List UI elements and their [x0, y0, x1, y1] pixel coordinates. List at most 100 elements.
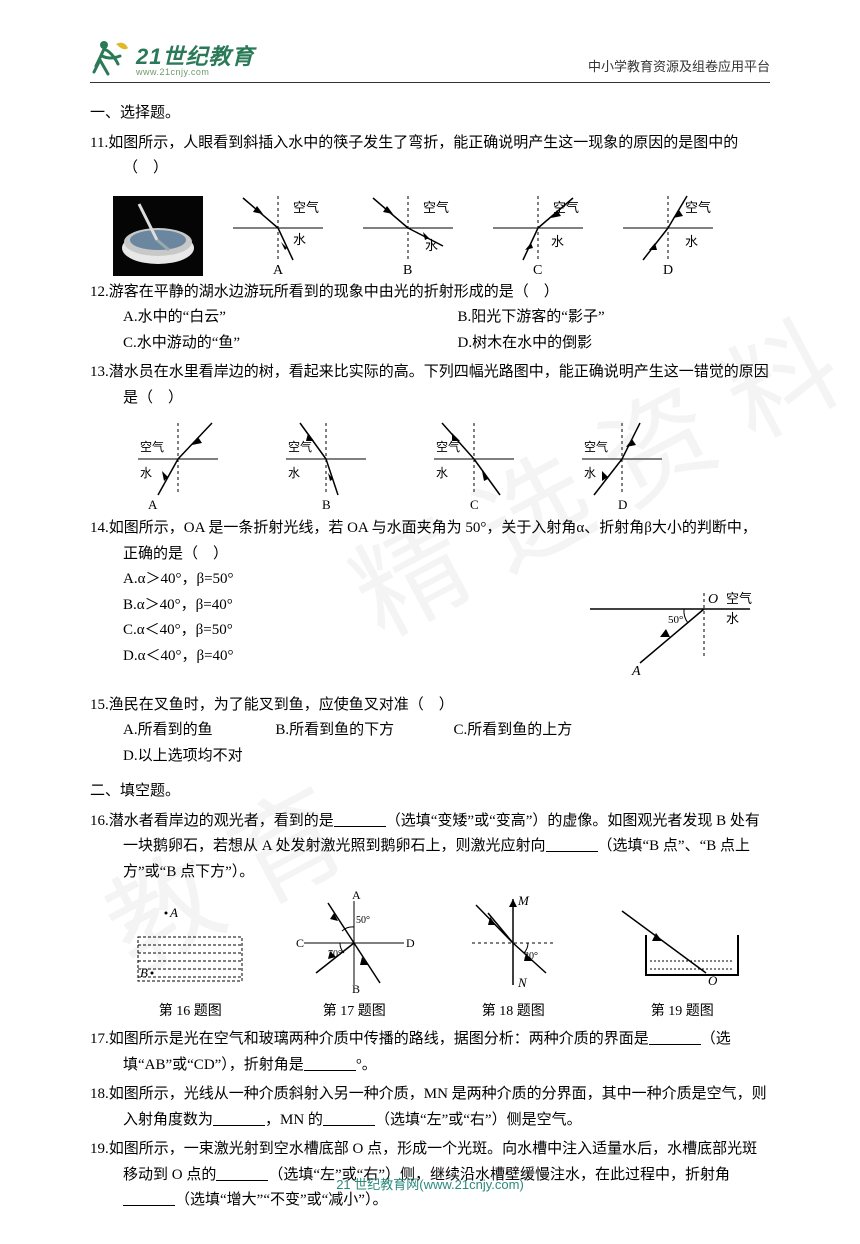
q13-opt-d: 空气 水 D: [572, 417, 672, 512]
svg-text:C: C: [470, 497, 479, 512]
q15: 15.渔民在叉鱼时，为了能叉到鱼，应使鱼叉对准（ ） A.所看到的鱼 B.所看到…: [90, 693, 770, 770]
svg-text:C: C: [533, 263, 542, 278]
q12-d: D.树木在水中的倒影: [458, 331, 769, 357]
svg-text:O: O: [708, 973, 718, 988]
header-tagline: 中小学教育资源及组卷应用平台: [588, 56, 770, 78]
svg-text:B: B: [322, 497, 331, 512]
logo-title: 21世纪教育: [136, 46, 254, 68]
svg-text:A: A: [631, 664, 641, 679]
q14-d: D.α＜40°，β=40°: [123, 644, 580, 670]
svg-text:O: O: [708, 592, 718, 607]
figcap-17: 第 17 题图: [294, 1000, 414, 1024]
q12: 12.游客在平静的湖水边游玩所看到的现象中由光的折射形成的是（ ） A.水中的“…: [90, 280, 770, 357]
svg-text:水: 水: [425, 238, 438, 253]
svg-text:水: 水: [293, 232, 306, 247]
svg-text:70°: 70°: [328, 949, 342, 960]
q15-b: B.所看到鱼的下方: [275, 718, 443, 744]
q14-c: C.α＜40°，β=50°: [123, 618, 580, 644]
svg-text:空气: 空气: [436, 439, 460, 454]
q14-stem: 14.如图所示，OA 是一条折射光线，若 OA 与水面夹角为 50°，关于入射角…: [90, 516, 770, 567]
svg-text:水: 水: [551, 234, 564, 249]
q11-stem: 11.如图所示，人眼看到斜插入水中的筷子发生了弯折，能正确说明产生这一现象的原因…: [90, 131, 770, 182]
svg-text:水: 水: [288, 466, 300, 480]
svg-text:M: M: [517, 893, 530, 908]
section-2-title: 二、填空题。: [90, 779, 770, 805]
fig19: O 第 19 题图: [612, 895, 752, 1023]
q15-d: D.以上选项均不对: [123, 744, 278, 770]
svg-text:空气: 空气: [584, 439, 608, 454]
figcap-16: 第 16 题图: [130, 1000, 250, 1024]
q17-stem: 17.如图所示是光在空气和玻璃两种介质中传播的路线，据图分析：两种介质的界面是（…: [90, 1027, 770, 1078]
section-1-title: 一、选择题。: [90, 101, 770, 127]
fig17: A B C D 50° 70° 第 17 题图: [294, 895, 414, 1023]
figcap-19: 第 19 题图: [612, 1000, 752, 1024]
svg-text:空气: 空气: [140, 439, 164, 454]
q11: 11.如图所示，人眼看到斜插入水中的筷子发生了弯折，能正确说明产生这一现象的原因…: [90, 131, 770, 276]
q12-c: C.水中游动的“鱼”: [123, 331, 434, 357]
q13-figs: 空气 水 A 空气 水 B 空气: [90, 417, 770, 512]
svg-text:空气: 空气: [553, 200, 579, 215]
footer-url: (www.21cnjy.com): [419, 1177, 524, 1192]
q15-stem: 15.渔民在叉鱼时，为了能叉到鱼，应使鱼叉对准（ ）: [90, 693, 770, 719]
logo-url: www.21cnjy.com: [136, 68, 254, 78]
q18-stem: 18.如图所示，光线从一种介质斜射入另一种介质，MN 是两种介质的分界面，其中一…: [90, 1082, 770, 1133]
svg-text:水: 水: [685, 234, 698, 249]
svg-text:D: D: [618, 497, 627, 512]
q16-stem: 16.潜水者看岸边的观光者，看到的是（选填“变矮”或“变高”）的虚像。如图观光者…: [90, 809, 770, 886]
logo: 21世纪教育 www.21cnjy.com: [90, 38, 254, 78]
svg-text:C: C: [296, 936, 304, 950]
q13-stem: 13.潜水员在水里看岸边的树，看起来比实际的高。下列四幅光路图中，能正确说明产生…: [90, 360, 770, 411]
svg-text:A: A: [352, 888, 361, 902]
svg-text:50°: 50°: [668, 614, 683, 626]
svg-text:A: A: [169, 905, 178, 920]
svg-text:B: B: [352, 982, 360, 996]
q13-opt-c: 空气 水 C: [424, 417, 524, 512]
q15-a: A.所看到的鱼: [123, 718, 265, 744]
q11-opt-b: 空气 水 B: [343, 188, 463, 276]
q14-fig: 50° O 空气 水 A: [580, 567, 770, 689]
svg-text:空气: 空气: [288, 439, 312, 454]
fig16: A B 第 16 题图: [130, 895, 250, 1023]
q14-b: B.α＞40°，β=40°: [123, 593, 580, 619]
q11-opt-a: 空气 水 A: [213, 188, 333, 276]
svg-text:B: B: [403, 263, 412, 278]
q14-a: A.α＞40°，β=50°: [123, 567, 580, 593]
svg-text:水: 水: [726, 611, 739, 626]
svg-text:空气: 空气: [293, 200, 319, 215]
svg-text:D: D: [663, 263, 673, 278]
fig18: M N 30° 第 18 题图: [458, 895, 568, 1023]
q12-b: B.阳光下游客的“影子”: [458, 305, 769, 331]
svg-text:空气: 空气: [423, 200, 449, 215]
footer: 21 世纪教育网(www.21cnjy.com): [0, 1174, 860, 1196]
figcap-18: 第 18 题图: [458, 1000, 568, 1024]
q13-opt-b: 空气 水 B: [276, 417, 376, 512]
q18: 18.如图所示，光线从一种介质斜射入另一种介质，MN 是两种介质的分界面，其中一…: [90, 1082, 770, 1133]
svg-text:水: 水: [436, 466, 448, 480]
q12-stem: 12.游客在平静的湖水边游玩所看到的现象中由光的折射形成的是（ ）: [90, 280, 770, 306]
svg-text:水: 水: [584, 466, 596, 480]
svg-text:N: N: [517, 975, 528, 990]
q15-c: C.所看到鱼的上方: [454, 718, 622, 744]
footer-brand: 21 世纪教育网: [336, 1177, 419, 1192]
svg-text:空气: 空气: [726, 591, 752, 606]
page-header: 21世纪教育 www.21cnjy.com 中小学教育资源及组卷应用平台: [90, 28, 770, 83]
logo-icon: [90, 38, 130, 78]
svg-text:B: B: [140, 965, 148, 980]
q17: 17.如图所示是光在空气和玻璃两种介质中传播的路线，据图分析：两种介质的界面是（…: [90, 1027, 770, 1078]
svg-text:A: A: [148, 497, 158, 512]
svg-text:A: A: [273, 263, 284, 278]
svg-text:50°: 50°: [356, 915, 370, 926]
svg-text:30°: 30°: [524, 951, 538, 962]
svg-text:空气: 空气: [685, 200, 711, 215]
q11-figs: 空气 水 A 空气 水 B 空气: [90, 188, 770, 276]
svg-text:D: D: [406, 936, 415, 950]
q14: 14.如图所示，OA 是一条折射光线，若 OA 与水面夹角为 50°，关于入射角…: [90, 516, 770, 689]
q11-photo: [113, 196, 203, 276]
q12-a: A.水中的“白云”: [123, 305, 434, 331]
q11-opt-c: 空气 水 C: [473, 188, 593, 276]
q13-opt-a: 空气 水 A: [128, 417, 228, 512]
q16: 16.潜水者看岸边的观光者，看到的是（选填“变矮”或“变高”）的虚像。如图观光者…: [90, 809, 770, 886]
q13: 13.潜水员在水里看岸边的树，看起来比实际的高。下列四幅光路图中，能正确说明产生…: [90, 360, 770, 512]
fig-row-16-19: A B 第 16 题图 A B C D 50°: [90, 895, 770, 1023]
svg-text:水: 水: [140, 466, 152, 480]
